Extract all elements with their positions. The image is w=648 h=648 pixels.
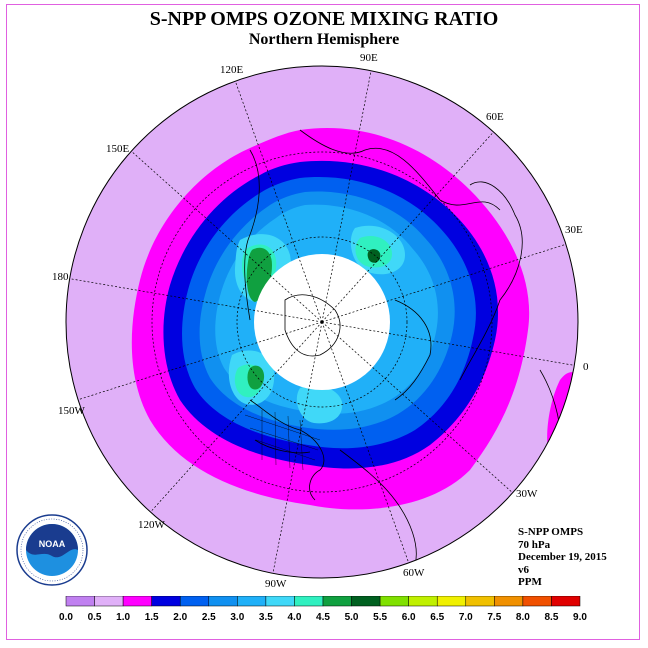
colorbar-swatch xyxy=(179,596,210,607)
map-title: S-NPP OMPS OZONE MIXING RATIO xyxy=(149,8,499,30)
colorbar-swatch xyxy=(465,596,495,607)
state-borders xyxy=(244,410,321,471)
info-version: v6 xyxy=(518,563,529,576)
colorbar-swatch xyxy=(208,596,238,607)
map-subtitle: Northern Hemisphere xyxy=(248,31,400,48)
map-boundary xyxy=(65,65,579,579)
colorbar-swatch xyxy=(351,596,381,607)
ozone-band-4.5-5.0-b xyxy=(247,365,265,390)
colorbar-swatch xyxy=(408,596,438,607)
lon-label-90e: 90E xyxy=(360,52,378,64)
colorbar-tick-label: 6.0 xyxy=(402,612,416,623)
colorbar-tick-label: 8.0 xyxy=(516,612,530,623)
colorbar-swatch xyxy=(94,596,124,607)
colorbar-tick-label: 5.0 xyxy=(345,612,359,623)
colorbar-swatch xyxy=(151,596,181,607)
colorbar-tick-label: 7.5 xyxy=(487,612,501,623)
colorbar-swatch xyxy=(494,596,524,607)
lon-label-30w: 30W xyxy=(516,488,538,500)
colorbar-tick-label: 3.5 xyxy=(259,612,273,623)
lon-label-180: 180 xyxy=(52,271,69,283)
colorbar-tick-label: 0.0 xyxy=(59,612,73,623)
colorbar-tick-label: 1.0 xyxy=(116,612,130,623)
lon-label-120w: 120W xyxy=(138,519,166,531)
info-date: December 19, 2015 xyxy=(518,551,607,563)
colorbar-tick-label: 2.5 xyxy=(202,612,216,623)
lon-label-150w: 150W xyxy=(58,405,86,417)
lon-label-120e: 120E xyxy=(220,64,244,76)
colorbar-tick-label: 9.0 xyxy=(573,612,587,623)
colorbar-swatches xyxy=(65,596,581,607)
lon-label-150e: 150E xyxy=(106,143,130,155)
lon-label-90w: 90W xyxy=(265,578,287,590)
colorbar-tick-label: 3.0 xyxy=(230,612,244,623)
colorbar-swatch xyxy=(237,596,267,607)
colorbar-swatch xyxy=(294,596,324,607)
lon-label-60w: 60W xyxy=(403,567,425,579)
colorbar-tick-label: 2.0 xyxy=(173,612,187,623)
info-units: PPM xyxy=(518,576,542,588)
colorbar-swatch xyxy=(265,596,295,607)
colorbar-tick-label: 7.0 xyxy=(459,612,473,623)
info-pressure: 70 hPa xyxy=(518,538,551,551)
colorbar-tick-label: 1.5 xyxy=(145,612,159,623)
ozone-band-5.0-5.5 xyxy=(367,249,381,263)
colorbar-tick-label: 0.5 xyxy=(88,612,102,623)
colorbar-swatch xyxy=(436,596,467,607)
colorbar-labels: 0.0 0.5 1.0 1.5 2.0 2.5 3.0 3.5 4.0 4.5 5.0 5.5 6.0 6… xyxy=(59,612,587,623)
product-info: S-NPP OMPS 70 hPa December 19, 2015 v6 P… xyxy=(518,526,607,589)
info-instrument: S-NPP OMPS xyxy=(518,526,584,538)
colorbar-swatch xyxy=(322,596,352,607)
lon-label-60e: 60E xyxy=(486,111,504,123)
colorbar-tick-label: 4.0 xyxy=(287,612,301,623)
longitude-labels: 90E 60E 30E 0 30W 60W 90W 120W 150W 180 … xyxy=(52,52,589,590)
colorbar-swatch xyxy=(551,596,581,607)
noaa-logo-text: NOAA xyxy=(39,539,66,549)
colorbar: 0.0 0.5 1.0 1.5 2.0 2.5 3.0 3.5 4.0 4.5 5.0 5.5 6.0 6… xyxy=(59,596,587,623)
noaa-logo: NOAA xyxy=(16,514,88,586)
colorbar-swatch xyxy=(122,596,152,607)
colorbar-tick-label: 4.5 xyxy=(316,612,330,623)
coastlines xyxy=(244,129,562,566)
graticule xyxy=(66,66,578,578)
colorbar-tick-label: 5.5 xyxy=(373,612,387,623)
colorbar-tick-label: 8.5 xyxy=(544,612,558,623)
lon-label-30e: 30E xyxy=(565,224,583,236)
lon-label-0: 0 xyxy=(583,361,589,373)
ozone-field xyxy=(66,66,578,578)
colorbar-swatch xyxy=(522,596,552,607)
ozone-band-3.5-4.0-d xyxy=(296,385,343,424)
colorbar-swatch xyxy=(379,596,409,607)
colorbar-swatch xyxy=(65,596,95,607)
map-frame xyxy=(6,4,640,640)
colorbar-tick-label: 6.5 xyxy=(430,612,444,623)
